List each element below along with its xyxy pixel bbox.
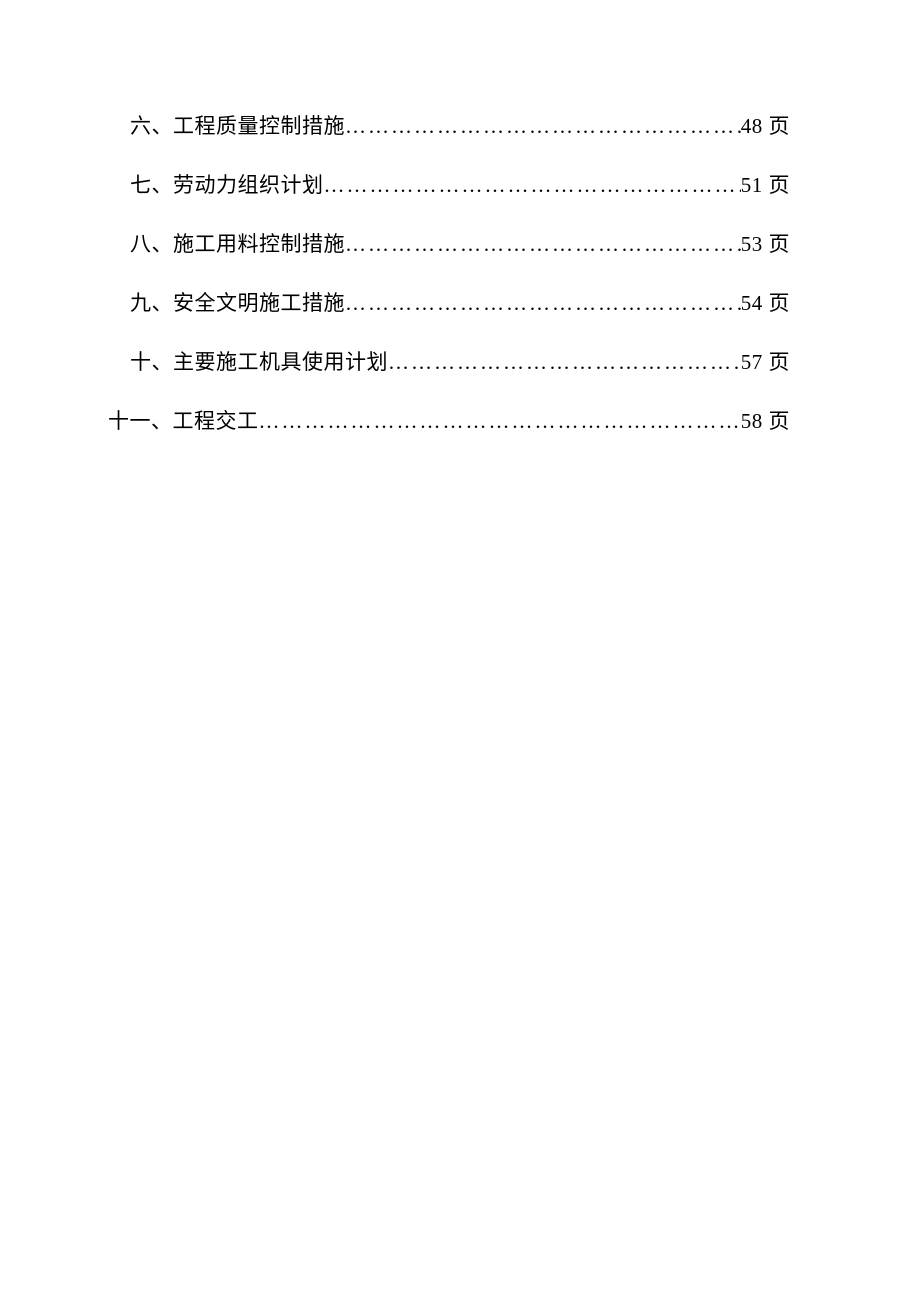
toc-entry-leader: ………………………………………………………………………………………… <box>345 114 741 139</box>
toc-entry-page: 48 页 <box>741 110 790 140</box>
toc-entry: 十、主要施工机具使用计划 ………………………………………………………………………… <box>130 346 790 376</box>
toc-entry-title: 十一、工程交工 <box>108 405 259 435</box>
toc-entry: 七、劳动力组织计划 ………………………………………………………………………………… <box>130 169 790 199</box>
toc-entry-page: 53 页 <box>741 228 790 258</box>
toc-entry-leader: ………………………………………………………………………………………… <box>388 350 741 375</box>
toc-entry-title: 七、劳动力组织计划 <box>130 169 324 199</box>
toc-entry-page: 58 页 <box>741 405 790 435</box>
toc-entry-leader: ………………………………………………………………………………………… <box>345 232 741 257</box>
toc-entry: 九、安全文明施工措施 ……………………………………………………………………………… <box>130 287 790 317</box>
toc-container: 六、工程质量控制措施 ……………………………………………………………………………… <box>0 0 920 435</box>
toc-entry-title: 六、工程质量控制措施 <box>130 110 345 140</box>
toc-entry-title: 八、施工用料控制措施 <box>130 228 345 258</box>
toc-entry-title: 十、主要施工机具使用计划 <box>130 346 388 376</box>
toc-entry-leader: ………………………………………………………………………………………… <box>324 173 741 198</box>
toc-entry: 十一、工程交工 ……………………………………………………………………………………… <box>108 405 790 435</box>
toc-entry-leader: ………………………………………………………………………………………… <box>345 291 741 316</box>
toc-entry-page: 57 页 <box>741 346 790 376</box>
toc-entry-page: 51 页 <box>741 169 790 199</box>
toc-entry-leader: ………………………………………………………………………………………… <box>259 409 741 434</box>
toc-entry-title: 九、安全文明施工措施 <box>130 287 345 317</box>
toc-entry-page: 54 页 <box>741 287 790 317</box>
toc-entry: 八、施工用料控制措施 ……………………………………………………………………………… <box>130 228 790 258</box>
toc-entry: 六、工程质量控制措施 ……………………………………………………………………………… <box>130 110 790 140</box>
